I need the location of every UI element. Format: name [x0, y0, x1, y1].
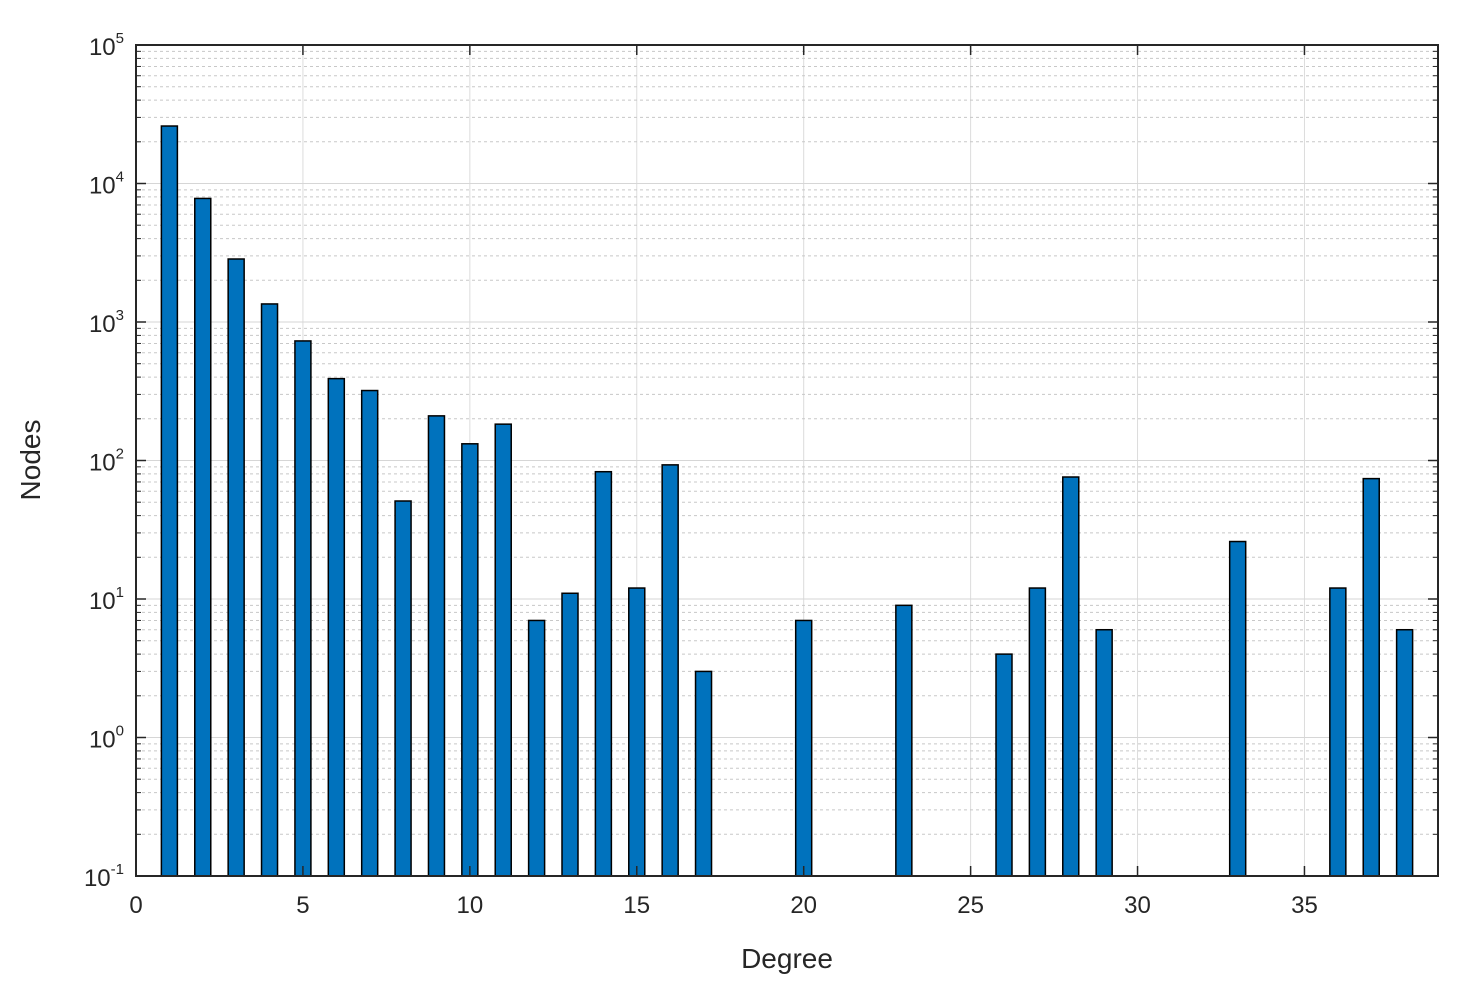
y-tick-label-base: 10 [89, 727, 116, 754]
bar [628, 587, 646, 877]
y-tick-label-base: 10 [89, 588, 116, 615]
bar [1028, 587, 1047, 877]
bar [694, 670, 713, 877]
axis-ticks [135, 44, 1438, 877]
x-tick-label: 30 [1124, 892, 1151, 919]
y-tick-label-exponent: -1 [111, 861, 124, 878]
bar [527, 619, 546, 877]
bar [360, 389, 379, 877]
y-tick-label: 102 [89, 446, 124, 477]
x-tick-label: 25 [957, 892, 984, 919]
bar [995, 653, 1013, 877]
bar [427, 415, 446, 877]
bar [895, 604, 913, 877]
bar [461, 443, 479, 877]
x-tick-labels: 0 5 10 15 20 25 30 35 [129, 892, 1317, 919]
bar [1395, 628, 1414, 877]
bar [394, 500, 412, 877]
y-tick-label-exponent: 3 [116, 307, 124, 324]
bar [494, 423, 512, 877]
y-tick-label: 105 [89, 30, 124, 61]
y-tick-label-exponent: 0 [116, 723, 124, 740]
x-tick-label: 20 [790, 892, 817, 919]
y-tick-label: 10-1 [84, 861, 124, 892]
bar [661, 464, 679, 877]
y-tick-label-exponent: 2 [116, 446, 124, 463]
y-tick-label: 103 [89, 307, 124, 338]
y-tick-label: 101 [89, 584, 124, 615]
x-axis-title: Degree [741, 943, 833, 974]
bar [561, 592, 579, 877]
y-tick-label-base: 10 [89, 173, 116, 200]
y-tick-label-base: 10 [89, 450, 116, 477]
y-axis-title: Nodes [15, 420, 46, 501]
bar [1095, 628, 1113, 877]
y-tick-label-base: 10 [84, 865, 111, 892]
bar [327, 377, 346, 877]
x-tick-label: 0 [129, 892, 142, 919]
bar [260, 303, 279, 877]
x-tick-label: 10 [456, 892, 483, 919]
y-tick-label-base: 10 [89, 311, 116, 338]
x-tick-label: 5 [296, 892, 309, 919]
bar [794, 619, 813, 877]
bar [1228, 540, 1247, 877]
y-tick-label-exponent: 5 [116, 30, 124, 47]
bar [594, 470, 613, 877]
y-tick-label-base: 10 [89, 34, 116, 61]
x-tick-label: 15 [623, 892, 650, 919]
bar [1062, 476, 1080, 877]
bar [160, 125, 179, 877]
bar [227, 258, 245, 877]
y-tick-label-exponent: 1 [116, 584, 124, 601]
bar [194, 197, 212, 877]
y-tick-label: 100 [89, 723, 124, 754]
bar [1362, 477, 1380, 877]
y-tick-label: 104 [89, 169, 124, 200]
x-tick-label: 35 [1291, 892, 1318, 919]
bar [294, 340, 312, 877]
grid-lines [136, 45, 1438, 876]
bars [160, 125, 1414, 877]
y-tick-label-exponent: 4 [116, 169, 124, 186]
bar [1329, 587, 1347, 877]
